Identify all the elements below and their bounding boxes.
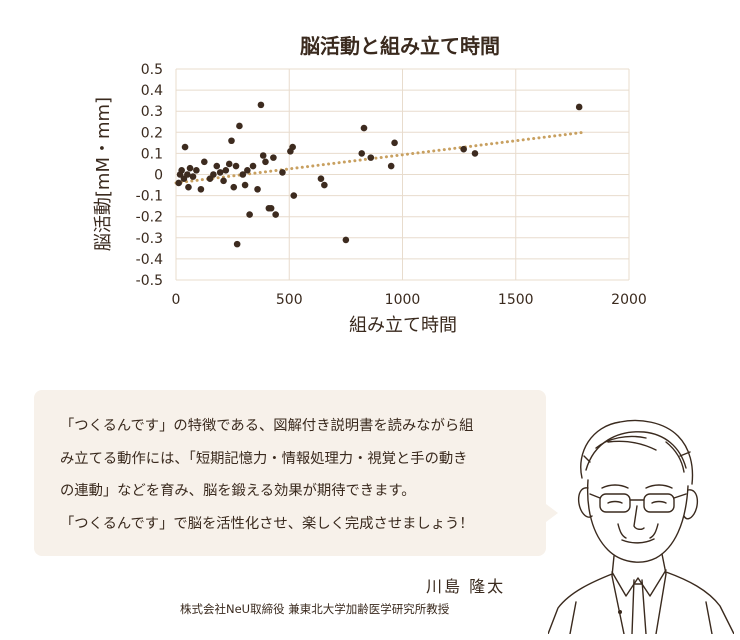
data-point [272,211,279,218]
data-point [178,166,185,174]
quote-line: 「つくるんです」で脳を活性化させ、楽しく完成させましょう！ [60,515,474,532]
trendline [174,130,586,185]
data-point [270,154,277,161]
person-name: 川島 隆太 [426,577,506,596]
data-point [360,124,368,132]
data-point [197,185,205,193]
data-point [236,122,243,130]
data-point [186,164,194,172]
data-point [241,181,249,189]
y-tick-label: 0.2 [141,125,163,141]
data-point [471,150,479,157]
y-axis-label: 脳活動[mM・mm] [93,97,114,251]
y-tick-label: 0.4 [141,83,163,99]
data-point [233,240,241,248]
data-point [225,160,233,168]
data-point [257,101,265,109]
y-tick-label: -0.5 [136,273,163,289]
data-point [279,169,286,176]
x-axis-label: 組み立て時間 [349,315,457,336]
y-tick-label: -0.2 [136,210,163,226]
data-point [175,179,183,187]
y-tick-label: -0.3 [136,231,163,247]
quote-text: 「つくるんです」の特徴である、図解付き説明書を読みながら組 み立てる動作には、「… [60,410,474,540]
data-point [317,175,325,183]
data-point [259,152,267,159]
data-point [193,166,200,174]
x-tick-labels: 0 500 1000 1500 2000 [172,292,647,308]
data-point [321,181,328,189]
data-points [175,101,583,248]
data-point [262,158,269,166]
quote-line: の連動」などを育み、脳を鍛える効果が期待できます。 [60,483,416,499]
professor-portrait-icon [548,419,734,634]
data-point [460,145,467,153]
person-title: 株式会社NeU取締役 兼東北大学加齢医学研究所教授 [180,602,450,616]
quote-line: 「つくるんです」の特徴である、図解付き説明書を読みながら組 [60,418,474,434]
data-point [210,171,217,178]
quote-bubble-tail [546,504,558,522]
data-point [249,162,257,170]
data-point [267,204,275,212]
x-tick-label: 1500 [498,292,534,308]
data-point [254,185,261,193]
data-point [387,162,395,170]
y-tick-label: -0.1 [136,189,163,205]
data-point [232,162,240,170]
data-point [289,143,296,151]
y-tick-label: 0.5 [141,62,163,78]
data-point [228,137,235,145]
y-tick-label: -0.4 [136,252,163,268]
data-point [342,236,350,244]
scatter-chart: 0.5 0.4 0.3 0.2 0.1 0 -0.1 -0.2 -0.3 -0.4 -0.5 0 50… [93,34,647,336]
data-point [391,139,398,147]
data-point [213,162,221,170]
data-point [201,158,208,166]
x-tick-label: 0 [172,292,181,308]
data-point [189,173,197,180]
quote-line: み立てる動作には、「短期記憶力・情報処理力・視覚と手の動き [60,450,468,467]
data-point [244,166,251,174]
y-tick-label: 0.1 [141,146,163,162]
data-point [575,103,583,111]
data-point [222,166,230,174]
data-point [216,169,224,176]
x-tick-label: 500 [276,292,303,308]
data-point [367,154,375,161]
y-tick-labels: 0.5 0.4 0.3 0.2 0.1 0 -0.1 -0.2 -0.3 -0.4 -0.5 [136,62,163,289]
data-point [246,211,253,218]
x-tick-label: 2000 [611,292,647,308]
y-tick-label: 0.3 [141,104,163,120]
data-point [181,143,189,151]
x-tick-label: 1000 [385,292,421,308]
data-point [230,183,238,191]
data-point [220,177,227,185]
y-tick-label: 0 [154,168,163,184]
data-point [239,171,247,178]
quote-bubble: 「つくるんです」の特徴である、図解付き説明書を読みながら組 み立てる動作には、「… [34,390,546,556]
data-point [358,150,366,157]
data-point [185,183,192,191]
data-point [184,171,191,178]
chart-title: 脳活動と組み立て時間 [299,34,500,58]
data-point [290,192,298,199]
